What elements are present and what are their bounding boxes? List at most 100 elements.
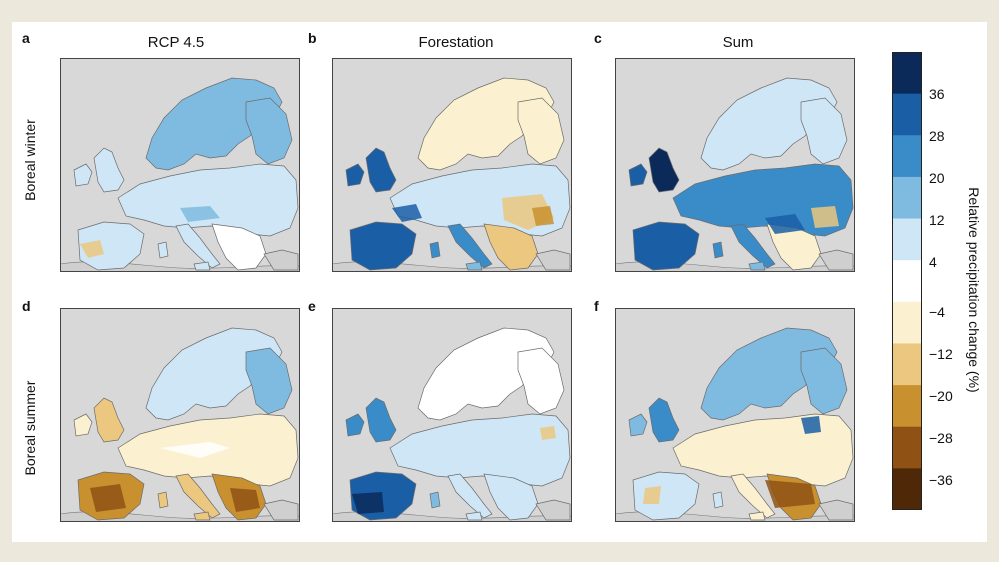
- region-sardinia: [429, 241, 441, 259]
- map-frame: [615, 308, 855, 522]
- colorbar-tick-minus-36: −36: [929, 472, 953, 488]
- column-title-forestation: Forestation: [418, 34, 494, 51]
- colorbar-tick-minus-4: −4: [929, 304, 945, 320]
- region-ireland: [345, 413, 365, 437]
- region-sardinia: [157, 491, 169, 509]
- region-turkey: [263, 499, 299, 521]
- region-sicily: [465, 511, 483, 521]
- colorbar: [892, 52, 922, 510]
- map-frame: [60, 308, 300, 522]
- variation-patch: [80, 240, 104, 258]
- region-turkey: [818, 249, 854, 271]
- region-sicily: [193, 261, 211, 271]
- figure: a b c d e f RCP 4.5 Forestation Sum Bore…: [12, 22, 987, 542]
- region-turkey: [535, 249, 571, 271]
- region-balkans: [483, 223, 539, 271]
- colorbar-tick-minus-28: −28: [929, 430, 953, 446]
- region-sicily: [748, 511, 766, 521]
- region-central: [389, 413, 571, 487]
- colorbar-tick-28: 28: [929, 128, 945, 144]
- region-sicily: [193, 511, 211, 521]
- variation-patch: [811, 206, 839, 228]
- map-a: [60, 58, 300, 272]
- region-sardinia: [712, 241, 724, 259]
- region-ireland: [628, 163, 648, 187]
- map-f: [615, 308, 855, 522]
- colorbar-band: [892, 218, 922, 261]
- panel-letter-d: d: [22, 298, 31, 314]
- map-frame: [60, 58, 300, 272]
- variation-patch: [90, 484, 126, 512]
- region-uk: [93, 147, 125, 193]
- region-central: [672, 163, 854, 237]
- colorbar-band: [892, 426, 922, 469]
- region-ireland: [73, 413, 93, 437]
- colorbar-tick-20: 20: [929, 170, 945, 186]
- region-uk: [648, 397, 680, 443]
- map-panel-e: [332, 308, 572, 522]
- variation-patch: [160, 442, 230, 458]
- colorbar-band: [892, 176, 922, 220]
- region-finland: [517, 347, 565, 415]
- region-ireland: [345, 163, 365, 187]
- variation-patch: [801, 416, 821, 434]
- region-finland: [245, 347, 293, 415]
- map-frame: [332, 58, 572, 272]
- colorbar-tick-36: 36: [929, 86, 945, 102]
- row-label-summer: Boreal summer: [22, 380, 38, 476]
- region-uk: [365, 147, 397, 193]
- colorbar-band: [892, 343, 922, 386]
- region-sardinia: [157, 241, 169, 259]
- map-frame: [615, 58, 855, 272]
- panel-letter-b: b: [308, 30, 317, 46]
- region-sardinia: [712, 491, 724, 509]
- region-finland: [800, 97, 848, 165]
- region-balkans: [483, 473, 539, 521]
- map-panel-b: [332, 58, 572, 272]
- region-italy: [447, 223, 493, 269]
- region-turkey: [263, 249, 299, 271]
- region-sicily: [465, 261, 483, 271]
- region-iberia: [77, 221, 145, 271]
- region-finland: [517, 97, 565, 165]
- region-turkey: [535, 499, 571, 521]
- colorbar-bands: [892, 52, 922, 510]
- map-c: [615, 58, 855, 272]
- variation-patch: [180, 206, 220, 222]
- panel-letter-e: e: [308, 298, 316, 314]
- variation-patch: [540, 426, 556, 440]
- region-uk: [93, 397, 125, 443]
- colorbar-tick-minus-20: −20: [929, 388, 953, 404]
- region-iberia: [349, 221, 417, 271]
- row-label-winter: Boreal winter: [22, 119, 38, 201]
- map-e: [332, 308, 572, 522]
- colorbar-title: Relative precipitation change (%): [966, 187, 982, 393]
- region-iberia: [632, 471, 700, 521]
- variation-patch: [765, 214, 805, 234]
- colorbar-band: [892, 93, 922, 136]
- region-central: [117, 163, 299, 237]
- map-panel-c: [615, 58, 855, 272]
- colorbar-band: [892, 260, 922, 303]
- region-turkey: [818, 499, 854, 521]
- map-d: [60, 308, 300, 522]
- colorbar-tick-4: 4: [929, 254, 937, 270]
- region-italy: [730, 223, 776, 269]
- region-sicily: [748, 261, 766, 271]
- colorbar-band: [892, 135, 922, 178]
- map-b: [332, 58, 572, 272]
- region-sardinia: [429, 491, 441, 509]
- region-italy: [730, 473, 776, 519]
- variation-patch: [230, 488, 260, 512]
- colorbar-frame: [892, 52, 922, 510]
- region-italy: [175, 223, 221, 269]
- region-italy: [175, 473, 221, 519]
- region-balkans: [766, 223, 822, 271]
- variation-patch: [392, 204, 422, 222]
- colorbar-tick-minus-12: −12: [929, 346, 953, 362]
- colorbar-band: [892, 301, 922, 344]
- colorbar-tick-12: 12: [929, 212, 945, 228]
- region-ireland: [628, 413, 648, 437]
- region-finland: [245, 97, 293, 165]
- region-uk: [648, 147, 680, 193]
